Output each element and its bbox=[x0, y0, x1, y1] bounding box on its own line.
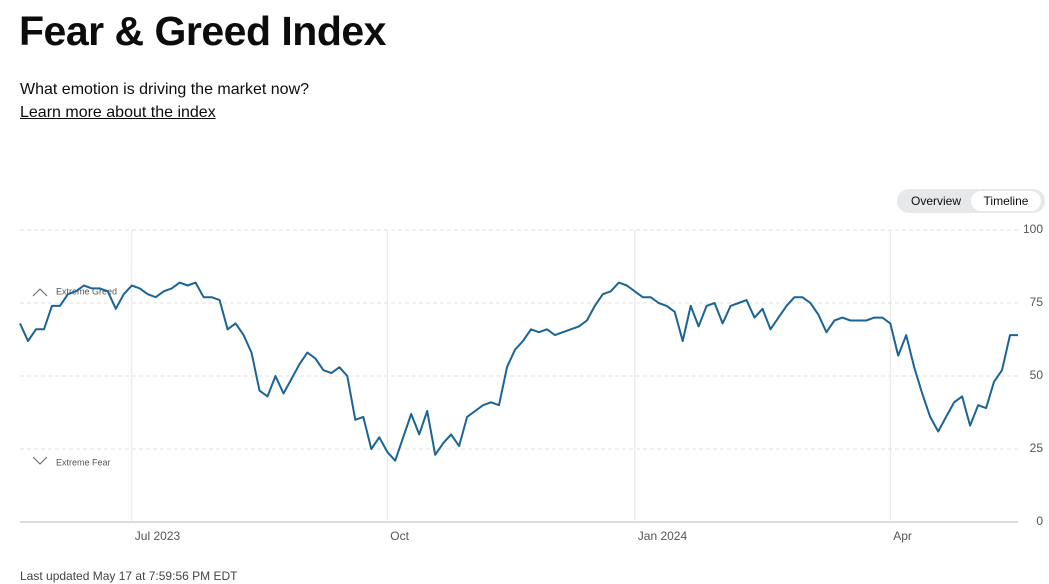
learn-more-link[interactable]: Learn more about the index bbox=[20, 104, 216, 121]
y-tick-label: 25 bbox=[1030, 441, 1044, 455]
overview-button[interactable]: Overview bbox=[910, 194, 961, 208]
last-updated: Last updated May 17 at 7:59:56 PM EDT bbox=[20, 569, 238, 583]
fear-icon bbox=[32, 456, 48, 465]
y-tick-label: 0 bbox=[1036, 514, 1043, 528]
x-tick-label: Jan 2024 bbox=[638, 529, 688, 543]
x-tick-label: Jul 2023 bbox=[135, 529, 181, 543]
y-tick-label: 50 bbox=[1030, 368, 1044, 382]
y-tick-label: 100 bbox=[1023, 222, 1043, 236]
index-line bbox=[19, 281, 1018, 462]
annotation: Extreme Fear bbox=[56, 457, 111, 467]
chart: 0 25 50 75 100 Jul 2023 Oct Jan 2024 Apr Extreme … bbox=[19, 222, 1044, 543]
timeline-button[interactable]: Timeline bbox=[971, 191, 1041, 211]
y-tick-label: 75 bbox=[1030, 295, 1044, 309]
annotation: Extreme Greed bbox=[56, 286, 117, 296]
x-tick-label: Oct bbox=[390, 529, 409, 543]
greed-icon bbox=[32, 288, 48, 297]
x-tick-label: Apr bbox=[893, 529, 912, 543]
page-title: Fear & Greed Index bbox=[19, 8, 386, 54]
subtitle: What emotion is driving the market now? bbox=[20, 81, 310, 98]
view-toggle: Overview Timeline bbox=[897, 189, 1045, 213]
